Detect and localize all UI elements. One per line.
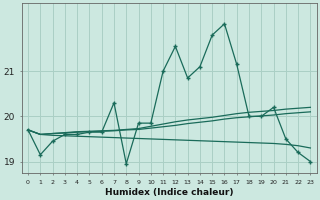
X-axis label: Humidex (Indice chaleur): Humidex (Indice chaleur) [105,188,234,197]
